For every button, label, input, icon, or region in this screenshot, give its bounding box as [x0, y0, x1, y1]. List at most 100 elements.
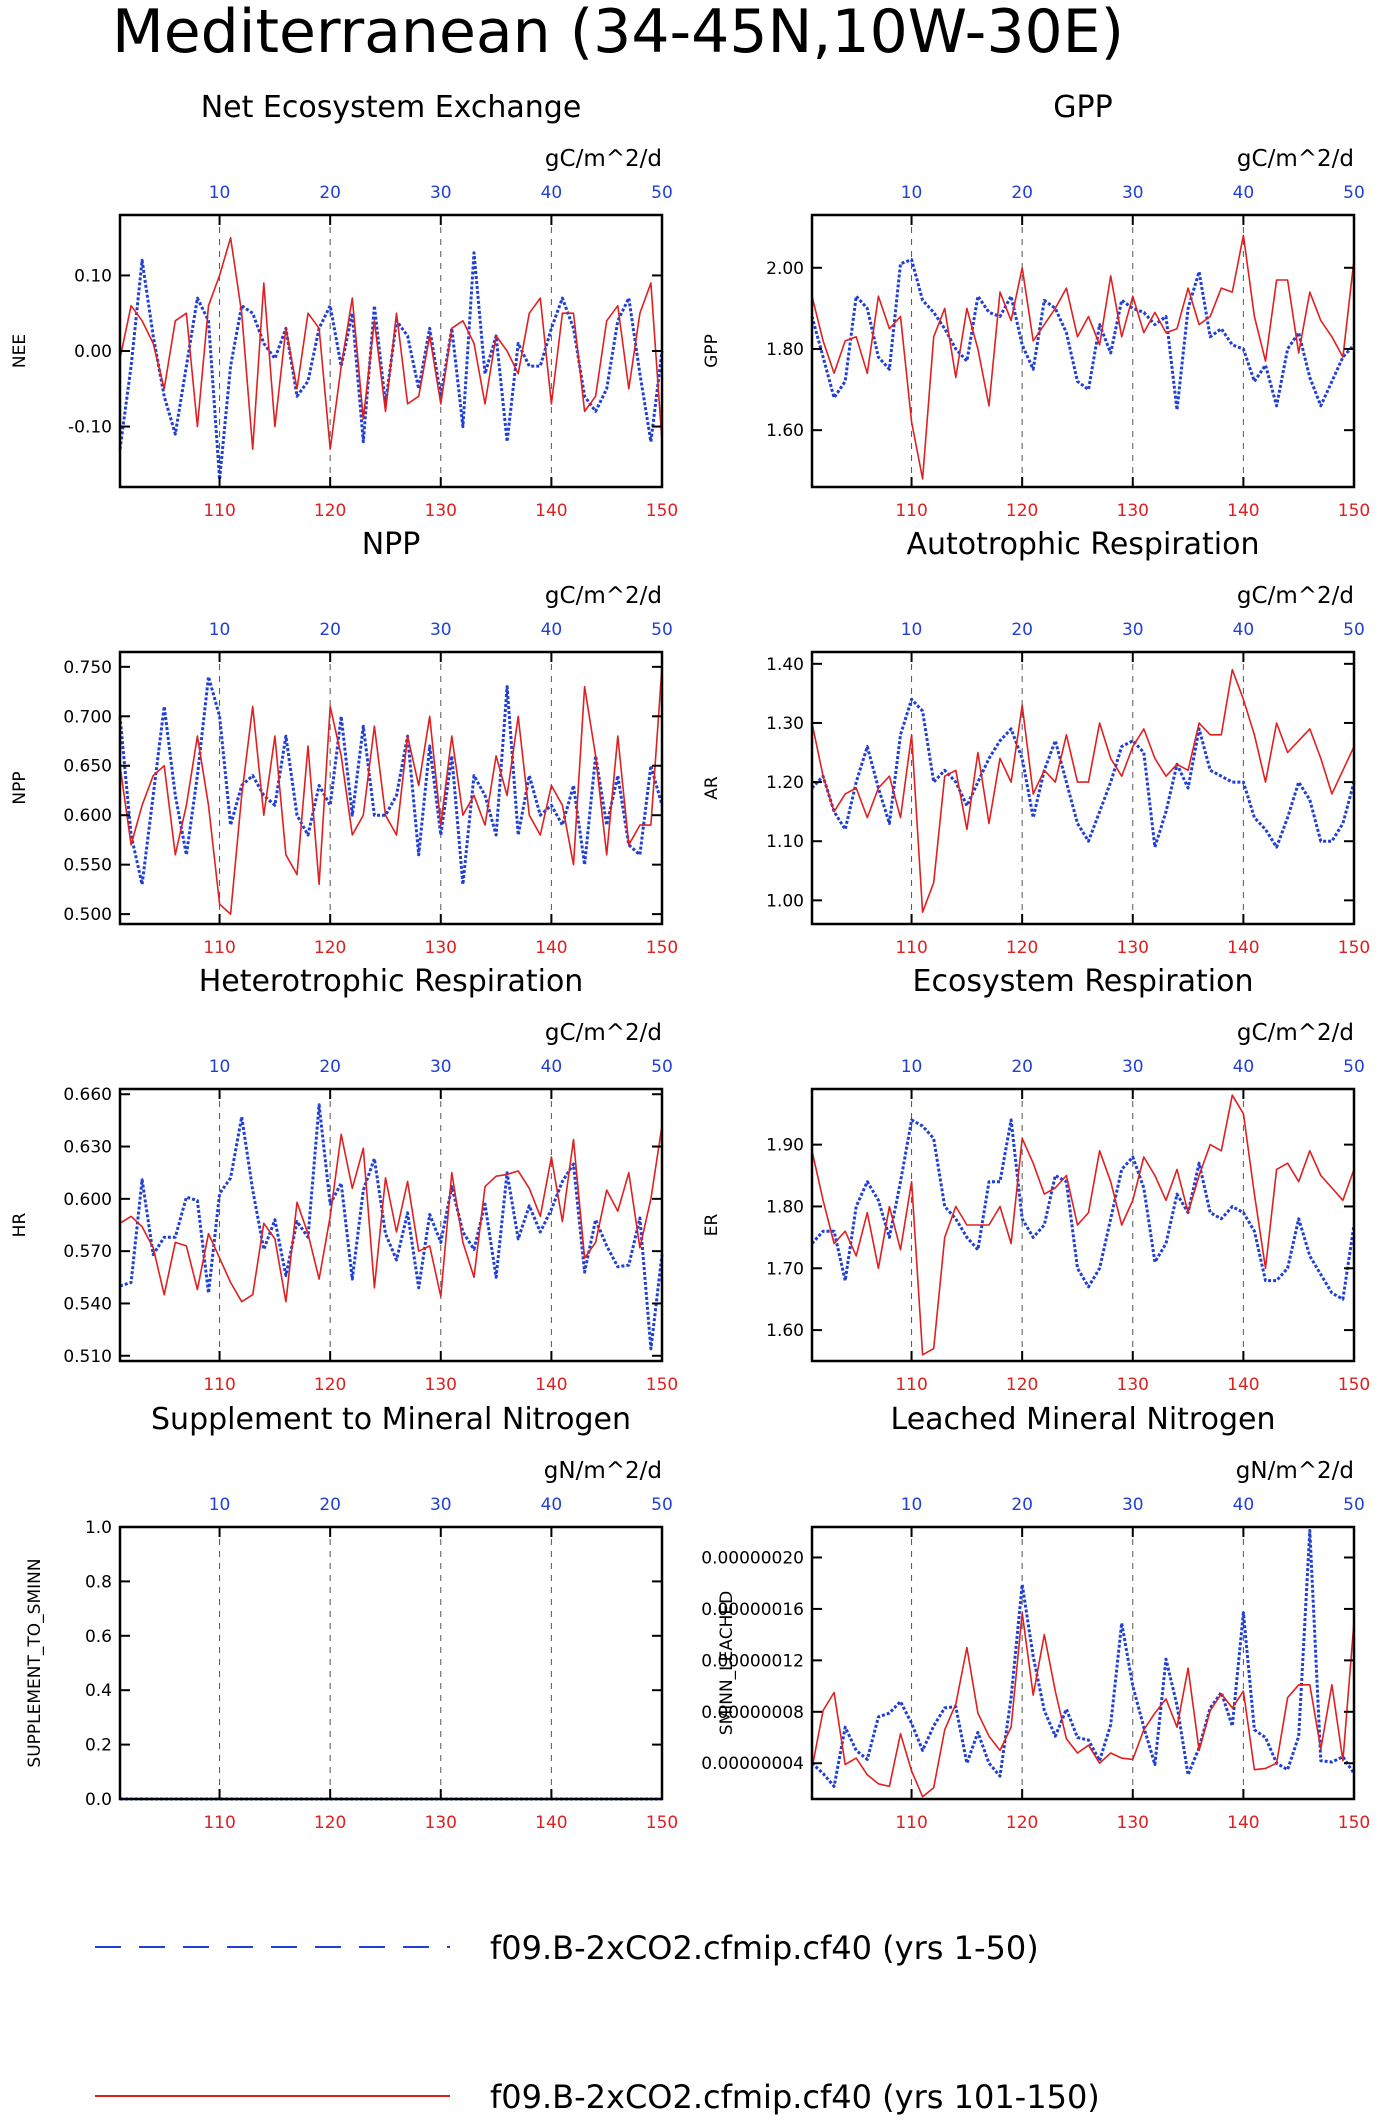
x-tick-label: 150	[646, 938, 678, 958]
y-tick-label: 0.570	[63, 1242, 112, 1262]
top-tick-label: 40	[1233, 620, 1255, 640]
panel-title: Heterotrophic Respiration	[199, 964, 584, 999]
top-tick-label: 40	[1233, 1495, 1255, 1515]
plot-frame	[118, 650, 664, 926]
figure-title: Mediterranean (34-45N,10W-30E)	[112, 0, 1124, 67]
y-axis-label: SUPPLEMENT_TO_SMINN	[25, 1558, 45, 1767]
units-label: gC/m^2/d	[1237, 1020, 1354, 1046]
x-tick-label: 130	[425, 938, 457, 958]
x-tick-label: 120	[1006, 501, 1038, 521]
y-tick-label: 0.00	[74, 342, 112, 362]
series-line-yrs-101-150	[119, 236, 663, 451]
y-axis-label: AR	[702, 776, 722, 800]
x-tick-label: 110	[895, 1813, 927, 1833]
top-tick-label: 20	[1011, 1495, 1033, 1515]
legend: f09.B-2xCO2.cfmip.cf40 (yrs 1-50) f09.B-…	[95, 1929, 1100, 2116]
y-tick-label: 0.0	[85, 1790, 112, 1810]
y-tick-label: 1.60	[766, 1321, 804, 1341]
y-tick-label: 0.10	[74, 266, 112, 286]
plot-frame	[810, 1087, 1356, 1363]
chart-panel-1: Net Ecosystem Exchange gC/m^2/d 110 120 130 1…	[10, 90, 678, 521]
y-tick-label: 0.00000012	[701, 1651, 804, 1671]
panel-title: NPP	[362, 527, 421, 562]
x-tick-label: 120	[314, 1375, 346, 1395]
top-tick-label: 10	[209, 1057, 231, 1077]
chart-panel-7: Supplement to Mineral Nitrogen gN/m^2/d 11…	[25, 1402, 678, 1833]
y-tick-label: 1.00	[766, 891, 804, 911]
series-line-yrs-101-150	[811, 668, 1355, 914]
x-tick-label: 150	[646, 1813, 678, 1833]
top-tick-label: 30	[1122, 183, 1144, 203]
x-tick-label: 140	[535, 938, 567, 958]
x-tick-label: 150	[1338, 1375, 1370, 1395]
series-line-yrs-101-150	[811, 234, 1355, 480]
top-tick-label: 10	[901, 1057, 923, 1077]
series-line-yrs-101-150	[811, 1094, 1355, 1356]
x-tick-label: 120	[314, 501, 346, 521]
plot-frame	[118, 1087, 664, 1363]
series-line-yrs-101-150	[811, 1612, 1355, 1798]
panel-title: Net Ecosystem Exchange	[201, 90, 582, 125]
legend-label-yrs-1-50: f09.B-2xCO2.cfmip.cf40 (yrs 1-50)	[490, 1929, 1039, 1967]
top-tick-label: 40	[1233, 1057, 1255, 1077]
y-tick-label: 0.700	[63, 707, 112, 727]
y-tick-label: 1.80	[766, 1197, 804, 1217]
series-line-yrs-1-50	[118, 251, 664, 481]
y-axis-label: NPP	[10, 771, 30, 804]
plot-frame	[810, 650, 1356, 926]
y-axis-label: HR	[10, 1213, 30, 1238]
y-tick-label: 1.0	[85, 1518, 112, 1538]
top-tick-label: 40	[1233, 183, 1255, 203]
series-line-yrs-1-50	[810, 258, 1356, 412]
x-tick-label: 110	[895, 501, 927, 521]
y-tick-label: 0.750	[63, 658, 112, 678]
y-axis-label: NEE	[10, 334, 30, 368]
top-tick-label: 10	[209, 183, 231, 203]
top-tick-label: 30	[430, 1057, 452, 1077]
x-tick-label: 110	[895, 1375, 927, 1395]
top-tick-label: 40	[541, 1057, 563, 1077]
x-tick-label: 130	[1117, 1813, 1149, 1833]
chart-panel-8: Leached Mineral Nitrogen gN/m^2/d 110 120 13…	[701, 1402, 1370, 1833]
top-tick-label: 20	[319, 620, 341, 640]
top-tick-label: 10	[901, 183, 923, 203]
y-tick-label: 1.40	[766, 655, 804, 675]
x-tick-label: 150	[1338, 938, 1370, 958]
top-tick-label: 20	[1011, 183, 1033, 203]
y-tick-label: 1.30	[766, 714, 804, 734]
units-label: gC/m^2/d	[1237, 146, 1354, 172]
panel-title: Autotrophic Respiration	[906, 527, 1259, 562]
y-tick-label: 1.60	[766, 421, 804, 441]
y-tick-label: 0.6	[85, 1627, 112, 1647]
x-tick-label: 120	[1006, 938, 1038, 958]
x-tick-label: 140	[1227, 938, 1259, 958]
panel-title: Ecosystem Respiration	[913, 964, 1254, 999]
plot-frame	[118, 1525, 664, 1801]
y-tick-label: 1.70	[766, 1259, 804, 1279]
x-tick-label: 110	[895, 938, 927, 958]
y-tick-label: 0.00000008	[701, 1703, 804, 1723]
y-tick-label: 0.630	[63, 1138, 112, 1158]
units-label: gN/m^2/d	[1236, 1458, 1354, 1484]
top-tick-label: 20	[319, 1057, 341, 1077]
units-label: gC/m^2/d	[545, 146, 662, 172]
y-tick-label: 0.540	[63, 1294, 112, 1314]
series-line-yrs-101-150	[119, 1125, 663, 1303]
top-tick-label: 50	[1343, 183, 1365, 203]
series-line-yrs-1-50	[810, 1118, 1356, 1301]
y-tick-label: 1.90	[766, 1136, 804, 1156]
top-tick-label: 30	[430, 1495, 452, 1515]
plot-frame	[810, 1525, 1356, 1801]
top-tick-label: 50	[1343, 1057, 1365, 1077]
top-tick-label: 30	[1122, 1057, 1144, 1077]
x-tick-label: 140	[535, 501, 567, 521]
y-tick-label: 0.8	[85, 1572, 112, 1592]
x-tick-label: 140	[1227, 1375, 1259, 1395]
top-tick-label: 10	[901, 1495, 923, 1515]
chart-panel-5: Heterotrophic Respiration gC/m^2/d 110 120 1…	[10, 964, 678, 1395]
y-tick-label: 0.600	[63, 806, 112, 826]
x-tick-label: 150	[646, 1375, 678, 1395]
x-tick-label: 120	[314, 1813, 346, 1833]
top-tick-label: 40	[541, 1495, 563, 1515]
